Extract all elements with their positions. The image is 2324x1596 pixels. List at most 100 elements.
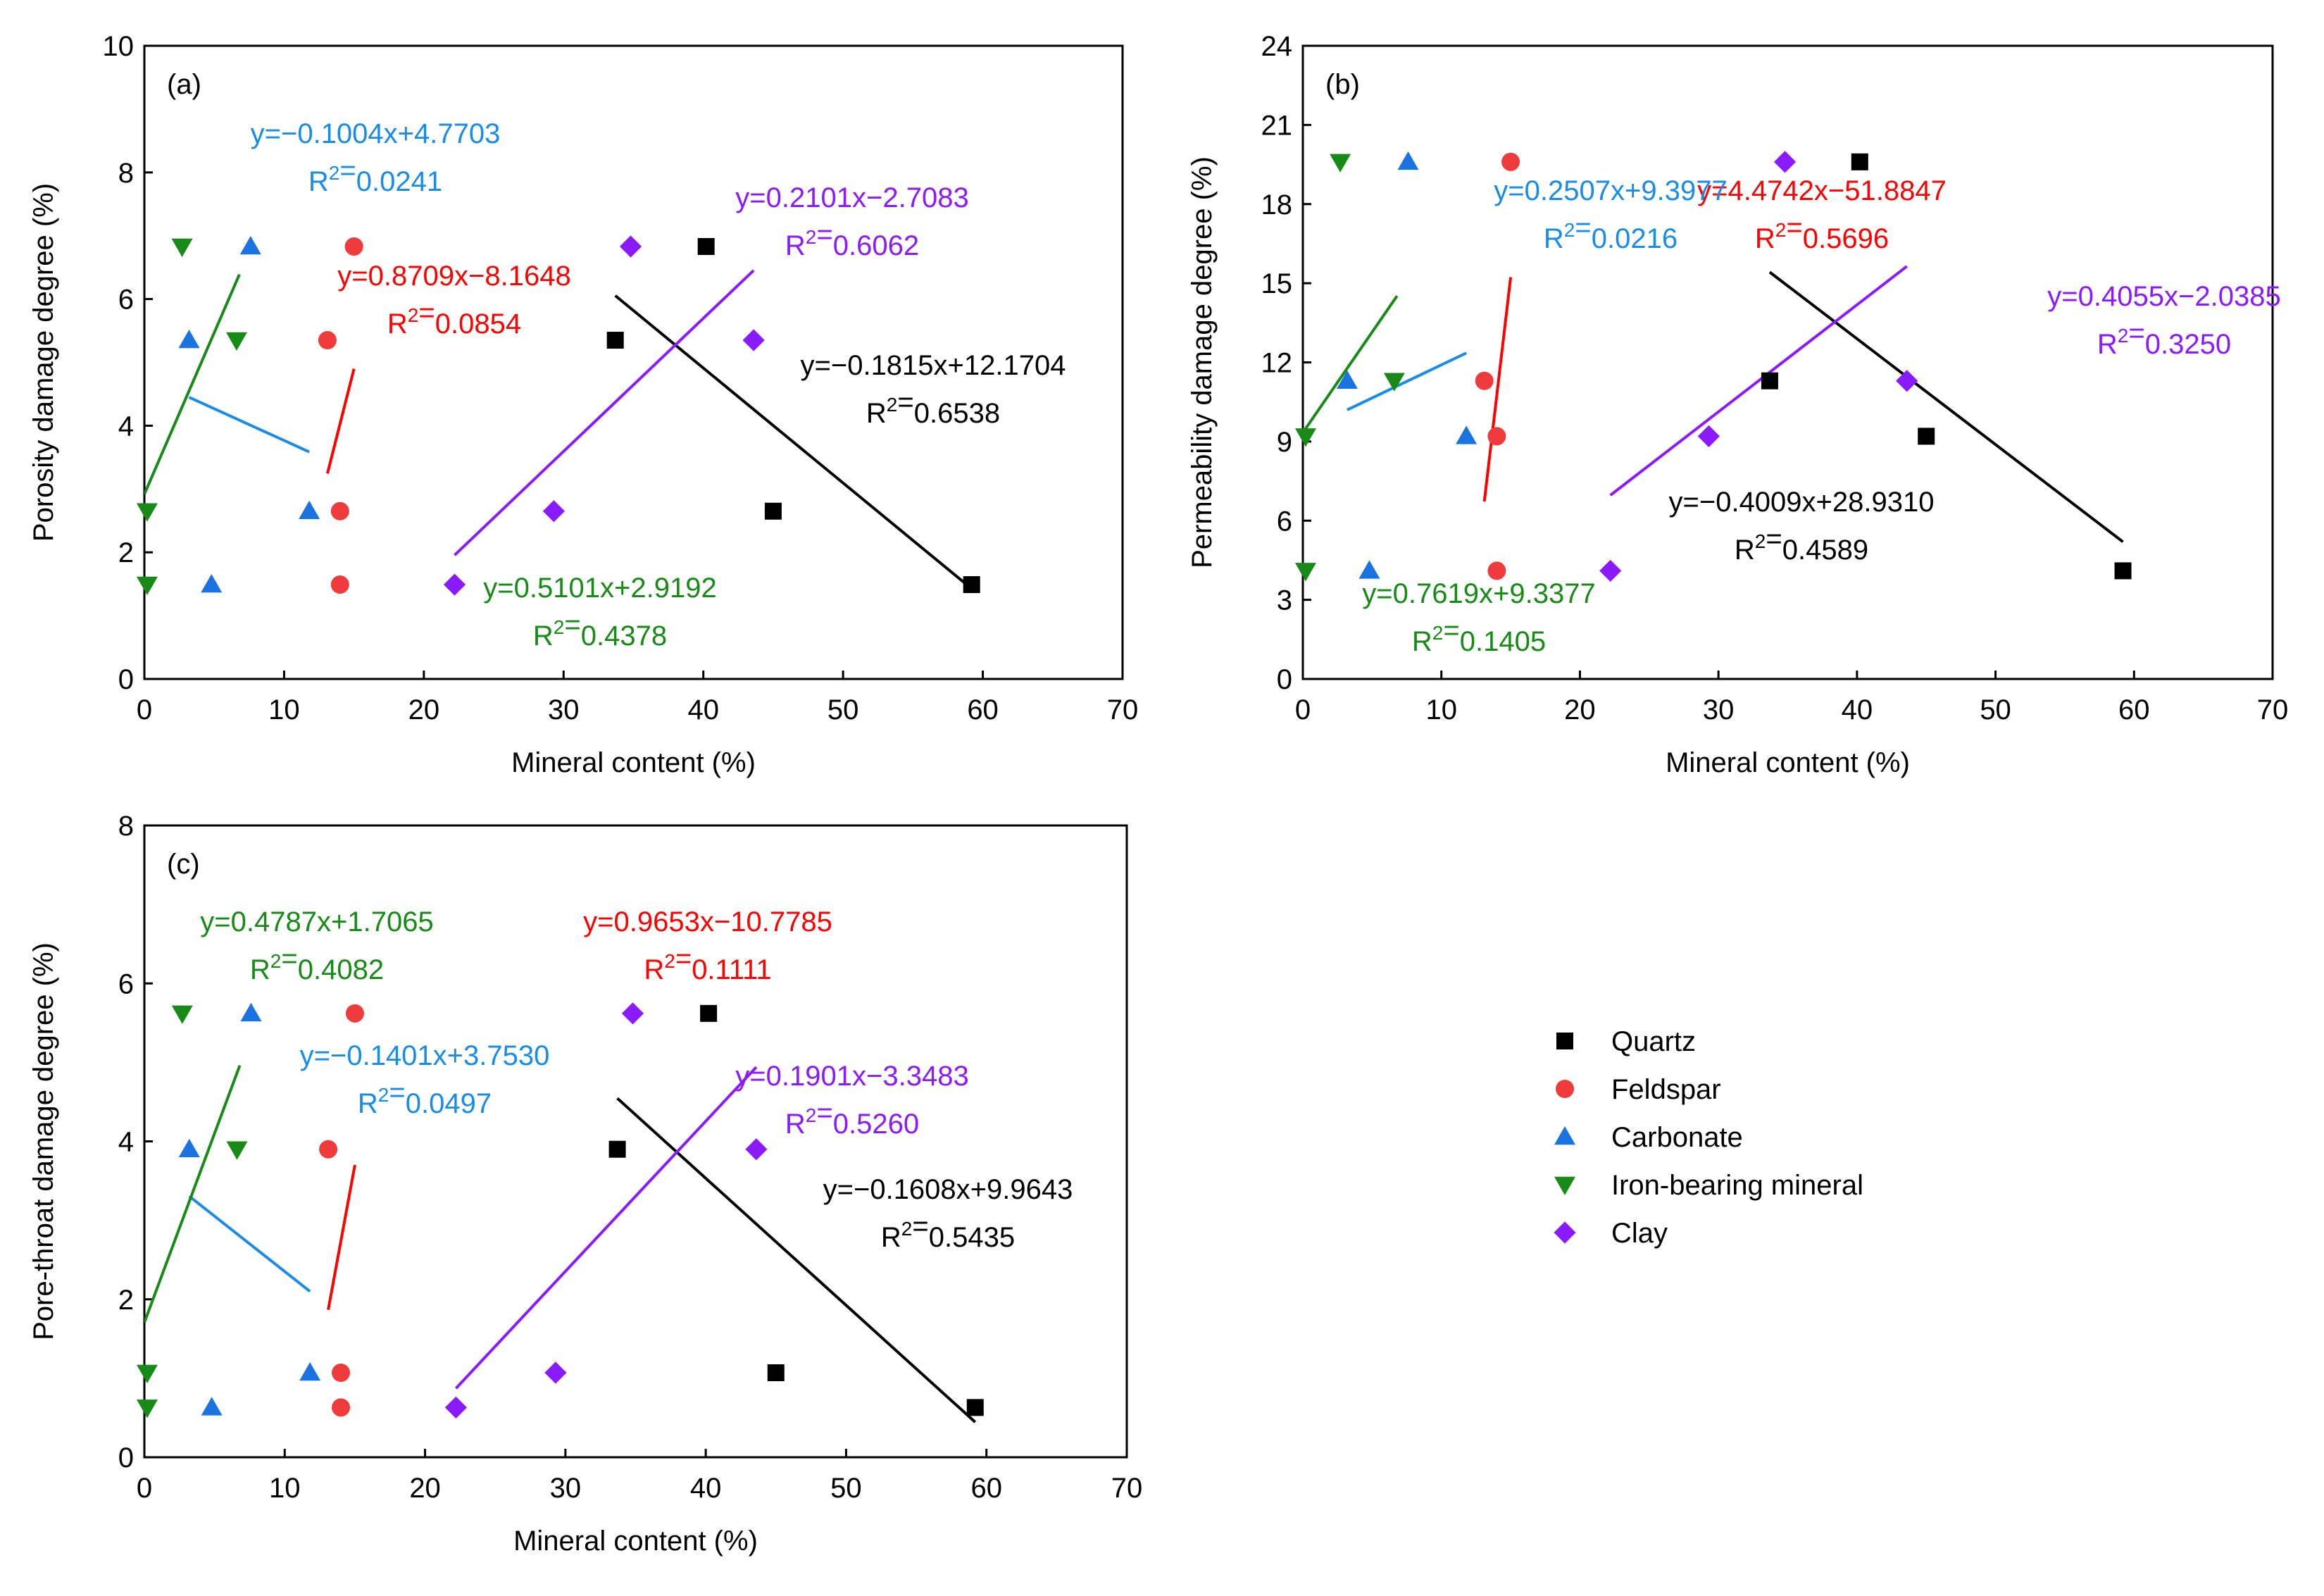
series-iron xyxy=(136,1005,248,1419)
data-point-feldspar xyxy=(330,501,349,520)
data-point-carbonate xyxy=(178,330,200,349)
r2-equals: = xyxy=(1443,615,1459,646)
series-clay xyxy=(443,235,765,596)
series-quartz xyxy=(608,1004,984,1416)
series-iron xyxy=(1294,154,1405,582)
r2-value: 0.4589 xyxy=(1782,535,1868,566)
fit-line-iron xyxy=(144,273,241,495)
fit-equation-carbonate: y=0.2507x+9.3977 xyxy=(1494,175,1727,206)
data-point-feldspar xyxy=(344,237,363,256)
fit-equation-feldspar: y=0.9653x−10.7785 xyxy=(583,906,832,937)
data-point-iron xyxy=(136,1364,158,1384)
r2-superscript: 2 xyxy=(270,950,282,972)
data-point-quartz xyxy=(697,237,715,255)
data-point-iron xyxy=(1383,373,1405,392)
r2-value: 0.1111 xyxy=(692,954,771,985)
data-point-clay xyxy=(1599,559,1622,582)
fit-lines xyxy=(1303,265,2124,543)
fit-equation-carbonate: y=−0.1401x+3.7530 xyxy=(300,1040,550,1071)
fit-line-quartz xyxy=(616,1097,977,1423)
series-feldspar xyxy=(318,237,363,594)
x-tick-label: 40 xyxy=(687,694,719,725)
r2-equals: = xyxy=(2128,318,2144,349)
fit-r2-iron: R2=0.4378 xyxy=(533,609,667,652)
y-tick-label: 6 xyxy=(118,968,134,999)
fit-equation-quartz: y=−0.1608x+9.9643 xyxy=(823,1174,1073,1205)
chart-panel-b: 0 10 20 30 40 50 60 70 0 3 6 9 12 15 18 21 24 Mineral con… xyxy=(1187,31,2288,778)
fit-equation-carbonate: y=−0.1004x+4.7703 xyxy=(251,118,501,149)
fit-line-clay xyxy=(454,1066,758,1390)
x-tick-label: 10 xyxy=(268,694,300,725)
x-tick-label: 20 xyxy=(409,1473,441,1504)
fit-line-quartz xyxy=(1768,270,2124,543)
legend-label-quartz: Quartz xyxy=(1611,1026,1696,1057)
y-tick-label: 15 xyxy=(1261,268,1293,299)
data-point-quartz xyxy=(767,1364,785,1382)
data-point-clay xyxy=(619,235,642,258)
data-point-quartz xyxy=(764,502,782,520)
y-tick-label: 24 xyxy=(1261,31,1293,62)
data-point-feldspar xyxy=(345,1004,364,1023)
fit-equation-quartz: y=−0.4009x+28.9310 xyxy=(1668,487,1934,518)
data-point-carbonate xyxy=(201,574,223,593)
r2-symbol: R xyxy=(866,398,887,429)
plot-frame xyxy=(143,44,1124,680)
data-point-clay xyxy=(1697,425,1720,447)
y-tick-label: 21 xyxy=(1261,110,1293,141)
r2-equals: = xyxy=(816,219,832,250)
data-point-feldspar xyxy=(319,1140,338,1159)
x-tick-label: 10 xyxy=(269,1473,301,1504)
y-axis-title: Porosity damage degree (%) xyxy=(28,183,59,542)
data-point-carbonate xyxy=(1358,560,1380,579)
y-tick-label: 4 xyxy=(118,1127,134,1158)
fit-equation-iron: y=0.4787x+1.7065 xyxy=(200,906,433,937)
legend-label-clay: Clay xyxy=(1611,1218,1668,1249)
r2-value: 0.4082 xyxy=(298,954,384,985)
series-carbonate xyxy=(1336,151,1478,579)
fit-r2-feldspar: R2=0.0854 xyxy=(387,297,521,339)
r2-superscript: 2 xyxy=(408,304,419,326)
data-point-clay xyxy=(544,1361,567,1384)
r2-equals: = xyxy=(912,1211,928,1242)
r2-superscript: 2 xyxy=(806,226,817,248)
y-axis-title: Pore-throat damage degree (%) xyxy=(28,942,59,1340)
x-tick-label: 0 xyxy=(137,1473,152,1504)
data-point-clay xyxy=(742,329,765,351)
r2-value: 0.5260 xyxy=(833,1109,919,1140)
data-point-iron xyxy=(136,503,158,522)
fit-r2-quartz: R2=0.5435 xyxy=(881,1211,1015,1253)
data-point-feldspar xyxy=(332,1398,350,1417)
y-tick-label: 0 xyxy=(118,1442,134,1473)
data-point-clay xyxy=(745,1138,768,1161)
fit-r2-feldspar: R2=0.5696 xyxy=(1755,212,1889,254)
data-point-iron xyxy=(1294,563,1316,582)
fit-equation-clay: y=0.2101x−2.7083 xyxy=(735,182,968,213)
r2-equals: = xyxy=(564,609,580,640)
r2-value: 0.0854 xyxy=(435,308,521,339)
chart-panel-c: 0 10 20 30 40 50 60 70 0 2 4 6 8 Mineral content (%) P… xyxy=(28,811,1142,1557)
data-point-carbonate xyxy=(1336,370,1358,389)
x-tick-label: 60 xyxy=(2118,694,2150,725)
r2-equals: = xyxy=(897,387,913,418)
fit-line-feldspar xyxy=(326,368,356,474)
legend-label-carbonate: Carbonate xyxy=(1611,1122,1743,1153)
fit-lines xyxy=(144,269,973,590)
fit-line-clay xyxy=(454,269,755,556)
y-tick-label: 8 xyxy=(118,811,134,842)
legend-marker-clay xyxy=(1554,1221,1576,1244)
x-tick-label: 20 xyxy=(1564,694,1596,725)
r2-superscript: 2 xyxy=(1432,622,1444,644)
data-point-clay xyxy=(542,500,565,523)
data-point-feldspar xyxy=(1501,152,1520,171)
r2-value: 0.0241 xyxy=(356,166,442,197)
chart-panel-a: 0 10 20 30 40 50 60 70 0 2 4 6 8 10 Mineral content (%… xyxy=(28,31,1138,778)
r2-symbol: R xyxy=(387,308,408,339)
fit-equation-quartz: y=−0.1815x+12.1704 xyxy=(800,350,1066,381)
data-point-feldspar xyxy=(1487,561,1506,580)
fit-equation-iron: y=0.7619x+9.3377 xyxy=(1362,578,1595,609)
data-point-feldspar xyxy=(330,575,349,594)
data-point-clay xyxy=(443,573,466,596)
x-tick-label: 0 xyxy=(137,694,152,725)
r2-superscript: 2 xyxy=(1564,219,1575,241)
series-clay xyxy=(444,1002,768,1419)
